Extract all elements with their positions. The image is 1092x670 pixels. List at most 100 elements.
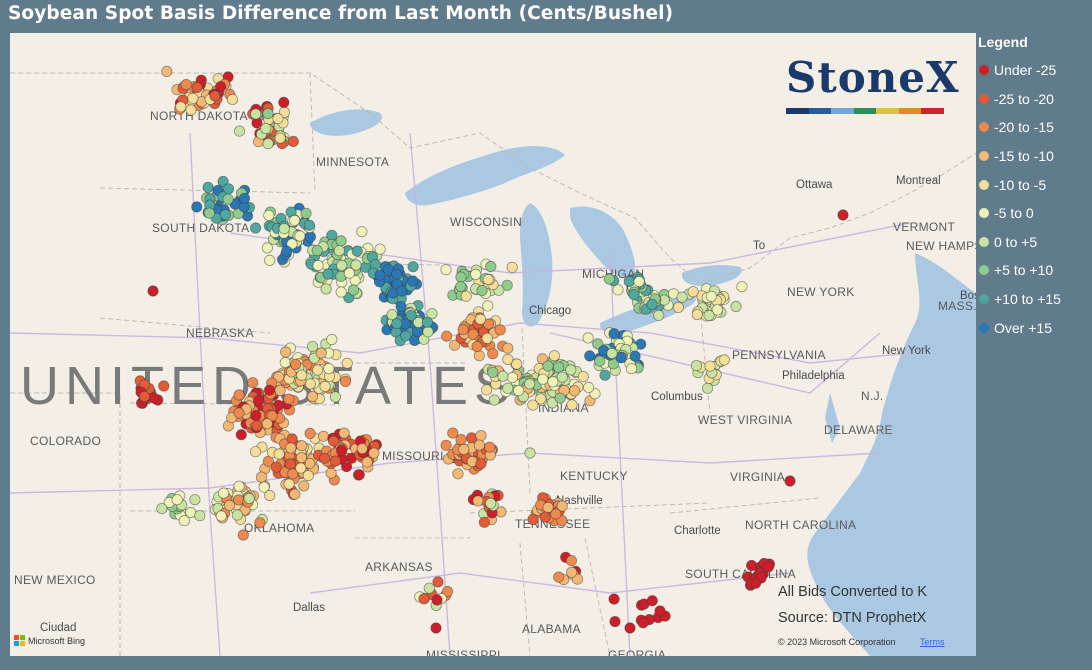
- bid-point[interactable]: [553, 571, 565, 583]
- bid-point[interactable]: [326, 333, 338, 346]
- bid-point[interactable]: [264, 489, 276, 502]
- bid-point[interactable]: [335, 286, 347, 298]
- bid-point[interactable]: [421, 316, 433, 328]
- bid-point[interactable]: [624, 622, 636, 634]
- bid-point[interactable]: [350, 259, 362, 271]
- bid-point[interactable]: [506, 371, 519, 384]
- bid-point[interactable]: [527, 399, 539, 411]
- bid-point[interactable]: [426, 308, 438, 320]
- bid-point[interactable]: [475, 429, 487, 442]
- bid-point[interactable]: [306, 340, 319, 353]
- bid-point[interactable]: [494, 324, 506, 336]
- bid-point[interactable]: [250, 409, 262, 422]
- bid-point[interactable]: [323, 362, 335, 375]
- bid-point[interactable]: [317, 430, 330, 442]
- bid-point[interactable]: [473, 439, 485, 451]
- bid-point[interactable]: [262, 108, 274, 120]
- bid-point[interactable]: [281, 245, 293, 257]
- bid-point[interactable]: [535, 393, 547, 405]
- bid-point[interactable]: [672, 301, 685, 313]
- bid-point[interactable]: [484, 441, 496, 453]
- bid-point[interactable]: [274, 132, 286, 144]
- bid-point[interactable]: [441, 585, 454, 598]
- bid-point[interactable]: [237, 529, 249, 541]
- legend-item[interactable]: +5 to +10: [976, 256, 1092, 285]
- bid-point[interactable]: [460, 290, 472, 302]
- bid-point[interactable]: [784, 475, 796, 487]
- bid-point[interactable]: [251, 420, 263, 432]
- bid-point[interactable]: [238, 192, 251, 204]
- bid-point[interactable]: [537, 373, 549, 385]
- bid-point[interactable]: [295, 452, 307, 464]
- bid-point[interactable]: [502, 342, 514, 354]
- bid-point[interactable]: [447, 427, 459, 439]
- bid-point[interactable]: [273, 448, 285, 460]
- bid-point[interactable]: [253, 395, 265, 407]
- bid-point[interactable]: [691, 308, 703, 321]
- bid-point[interactable]: [511, 358, 523, 370]
- bid-point[interactable]: [158, 380, 170, 392]
- bid-point[interactable]: [467, 328, 479, 340]
- bid-point[interactable]: [550, 508, 562, 520]
- bid-point[interactable]: [480, 384, 493, 396]
- bid-point[interactable]: [250, 108, 262, 120]
- bid-point[interactable]: [187, 92, 199, 104]
- bid-point[interactable]: [455, 433, 467, 446]
- bid-point[interactable]: [312, 259, 324, 272]
- bid-point[interactable]: [335, 444, 348, 457]
- bid-point[interactable]: [476, 284, 488, 297]
- legend-item[interactable]: Over +15: [976, 313, 1092, 342]
- bid-point[interactable]: [319, 452, 331, 464]
- bid-point[interactable]: [319, 380, 331, 392]
- bid-point[interactable]: [470, 268, 482, 280]
- bid-point[interactable]: [556, 371, 568, 383]
- bid-point[interactable]: [209, 90, 221, 102]
- bid-point[interactable]: [191, 81, 203, 94]
- bid-point[interactable]: [254, 517, 266, 529]
- bid-point[interactable]: [222, 193, 234, 205]
- bid-point[interactable]: [178, 515, 190, 527]
- bid-point[interactable]: [156, 502, 168, 515]
- bid-point[interactable]: [325, 467, 337, 479]
- bid-point[interactable]: [762, 561, 775, 573]
- bid-point[interactable]: [361, 456, 373, 468]
- bid-point[interactable]: [296, 369, 308, 381]
- bid-point[interactable]: [487, 348, 499, 360]
- bid-point[interactable]: [341, 357, 353, 369]
- bid-point[interactable]: [274, 384, 286, 397]
- bid-point[interactable]: [704, 360, 716, 372]
- bid-point[interactable]: [386, 308, 398, 321]
- bid-point[interactable]: [633, 275, 645, 288]
- bid-point[interactable]: [290, 358, 302, 370]
- bid-point[interactable]: [194, 510, 206, 522]
- bid-point[interactable]: [261, 242, 273, 254]
- bid-point[interactable]: [749, 577, 762, 589]
- bid-point[interactable]: [368, 447, 380, 459]
- bid-point[interactable]: [302, 469, 314, 482]
- bid-point[interactable]: [396, 285, 408, 297]
- bid-point[interactable]: [455, 281, 467, 293]
- bid-point[interactable]: [315, 347, 327, 359]
- bid-point[interactable]: [249, 446, 262, 458]
- bid-point[interactable]: [391, 317, 403, 330]
- bid-point[interactable]: [306, 390, 319, 403]
- bid-point[interactable]: [407, 261, 419, 273]
- bid-point[interactable]: [568, 385, 581, 397]
- bid-point[interactable]: [422, 326, 434, 338]
- bid-point[interactable]: [431, 594, 443, 606]
- bid-point[interactable]: [351, 245, 363, 257]
- bid-point[interactable]: [189, 494, 201, 506]
- bid-point[interactable]: [263, 384, 276, 396]
- bid-point[interactable]: [441, 330, 453, 342]
- bid-point[interactable]: [233, 125, 246, 137]
- bid-points[interactable]: [10, 33, 976, 656]
- bid-point[interactable]: [488, 394, 500, 406]
- bid-point[interactable]: [606, 347, 618, 359]
- bid-point[interactable]: [502, 353, 514, 365]
- bid-point[interactable]: [594, 355, 606, 367]
- bid-point[interactable]: [482, 318, 495, 330]
- bid-point[interactable]: [440, 264, 452, 276]
- bid-point[interactable]: [524, 378, 536, 390]
- bid-point[interactable]: [339, 375, 352, 387]
- bid-point[interactable]: [577, 370, 589, 383]
